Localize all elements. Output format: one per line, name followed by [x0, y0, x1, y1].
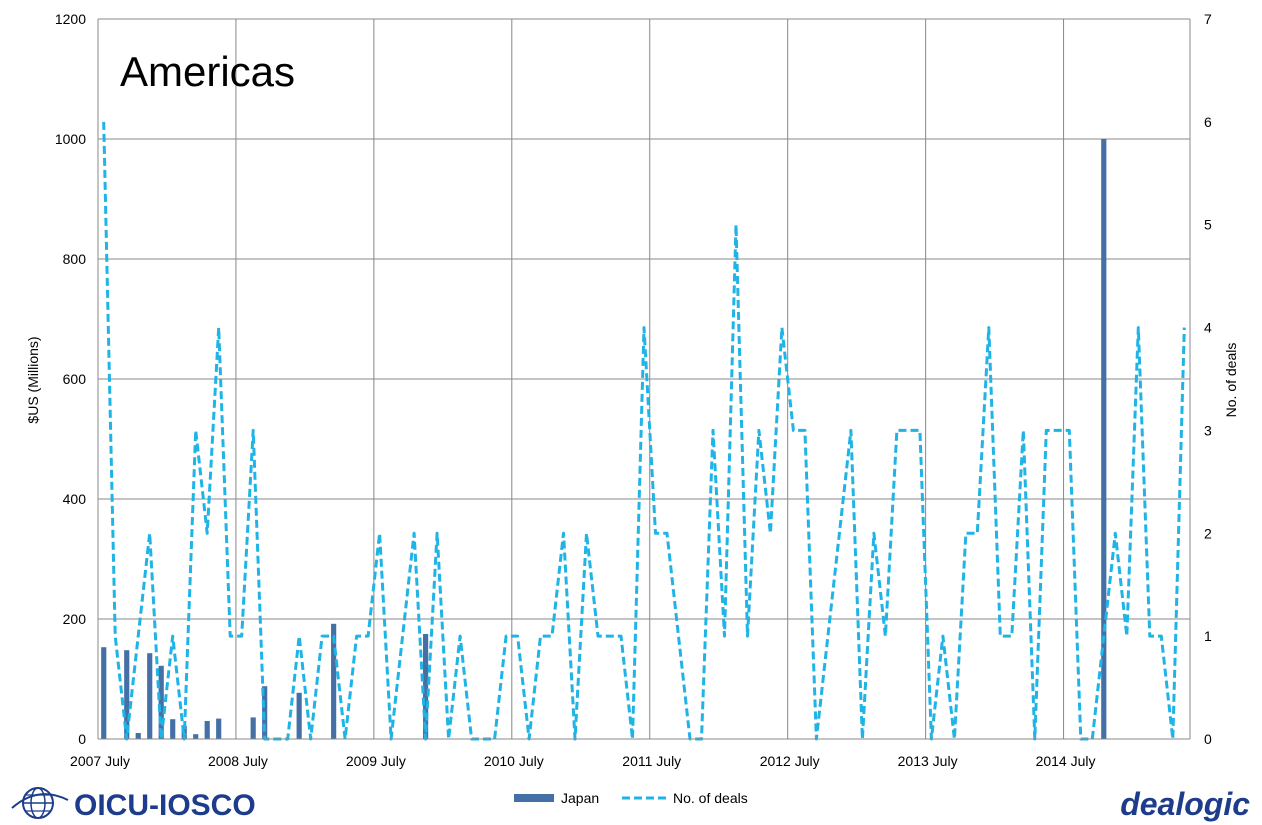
chart-title: Americas [120, 48, 295, 95]
bar-japan [158, 665, 164, 739]
bar-japan [250, 717, 256, 739]
y2-tick-label: 3 [1204, 422, 1212, 438]
bar-japan [296, 692, 302, 739]
bar-japan [216, 718, 222, 739]
legend-swatch-japan [514, 794, 554, 802]
y-tick-label: 1000 [55, 131, 86, 147]
bar-japan [135, 733, 141, 739]
x-tick-label: 2007 July [70, 753, 130, 769]
legend-label-japan: Japan [561, 790, 599, 806]
dealogic-logo: dealogic [1120, 786, 1250, 822]
bar-series-japan [101, 139, 1107, 739]
globe-icon [11, 787, 69, 819]
bar-japan [193, 734, 199, 739]
x-tick-label: 2010 July [484, 753, 544, 769]
x-tick-label: 2013 July [898, 753, 958, 769]
y2-tick-label: 7 [1204, 11, 1212, 27]
bar-japan [423, 634, 429, 739]
y-tick-label: 600 [63, 371, 87, 387]
y-axis-title: $US (Millions) [25, 336, 41, 423]
line-series-deals [102, 121, 1186, 741]
legend-label-deals: No. of deals [673, 790, 748, 806]
x-tick-label: 2014 July [1036, 753, 1096, 769]
x-tick-label: 2011 July [622, 753, 681, 769]
y2-tick-label: 6 [1204, 114, 1212, 130]
axes: 0 200 400 600 800 1000 1200 0 1 2 3 4 5 6 7 2007 July 20… [55, 11, 1212, 769]
iosco-logo-text: OICU-IOSCO [74, 789, 256, 822]
bar-japan [147, 653, 153, 739]
y2-tick-label: 0 [1204, 731, 1212, 747]
bar-japan [331, 623, 337, 739]
y-tick-label: 800 [63, 251, 87, 267]
y2-axis-title: No. of deals [1223, 343, 1239, 418]
x-tick-label: 2012 July [760, 753, 820, 769]
legend: Japan No. of deals [514, 790, 748, 806]
bar-japan [204, 721, 210, 739]
y-tick-label: 400 [63, 491, 87, 507]
x-tick-label: 2009 July [346, 753, 406, 769]
y2-tick-label: 1 [1204, 628, 1212, 644]
y-tick-label: 200 [63, 611, 87, 627]
y2-tick-label: 2 [1204, 525, 1212, 541]
line-deals [102, 121, 1186, 741]
bar-japan [170, 719, 176, 739]
x-tick-label: 2008 July [208, 753, 268, 769]
iosco-logo: OICU-IOSCO [11, 787, 256, 822]
y2-tick-label: 4 [1204, 320, 1212, 336]
y-tick-label: 1200 [55, 11, 86, 27]
bar-japan [101, 647, 107, 739]
bar-japan [124, 650, 130, 739]
y2-tick-label: 5 [1204, 217, 1212, 233]
bar-japan [1101, 139, 1107, 739]
y-tick-label: 0 [78, 731, 86, 747]
